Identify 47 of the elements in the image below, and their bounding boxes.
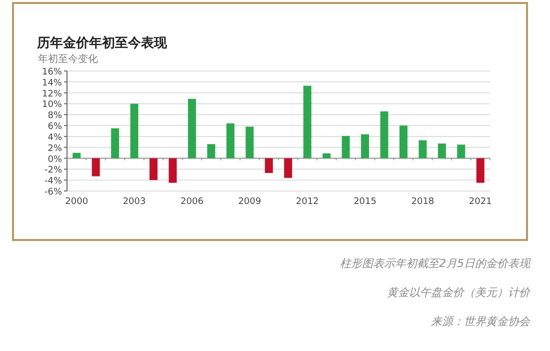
bar	[168, 158, 177, 183]
y-tick-label: 4%	[48, 132, 62, 143]
bar	[150, 158, 158, 180]
bar	[342, 136, 350, 158]
y-tick-label: -6%	[44, 188, 62, 198]
text: 柱形图表示年初截至2月5日的金价表现	[340, 257, 531, 270]
bar	[130, 104, 138, 158]
x-tick-label: 2009	[238, 197, 262, 207]
bar	[92, 158, 100, 176]
chart-title: 历年金价年初至今表现	[36, 35, 168, 51]
bar	[207, 144, 216, 158]
bar	[111, 128, 120, 158]
y-axis-title: 年初至今变化	[38, 53, 98, 65]
bar	[303, 86, 312, 158]
y-tick-label: -2%	[44, 166, 62, 176]
y-tick-label: 14%	[42, 78, 62, 88]
y-tick-label: 10%	[42, 100, 62, 110]
bar	[418, 140, 427, 158]
bar	[284, 158, 292, 178]
source-note: 来源：世界黄金协会	[431, 315, 531, 328]
bar	[188, 98, 196, 158]
x-tick-label: 2000	[65, 197, 88, 207]
y-tick-label: 0%	[48, 154, 62, 165]
x-tick-label: 2003	[122, 197, 146, 207]
x-tick-label: 2018	[411, 197, 434, 207]
y-tick-label: -4%	[44, 176, 62, 187]
bar	[361, 134, 370, 158]
y-tick-label: 8%	[48, 111, 62, 122]
y-tick-label: 2%	[48, 144, 62, 154]
y-tick-label: 16%	[42, 68, 62, 78]
bar	[476, 158, 484, 183]
bar	[226, 123, 234, 158]
bar	[246, 126, 254, 158]
x-tick-label: 2006	[180, 197, 204, 207]
bar	[380, 111, 388, 158]
x-tick-label: 2015	[354, 197, 376, 207]
bar	[399, 126, 408, 158]
bar	[322, 153, 331, 158]
text: 黄金以午盘金价（美元）计价	[387, 286, 531, 299]
y-tick-label: 6%	[48, 122, 62, 132]
x-tick-label: 2012	[296, 197, 319, 207]
bar	[264, 158, 273, 173]
bar	[438, 144, 446, 158]
bar	[457, 144, 466, 158]
x-tick-label: 2021	[468, 197, 492, 207]
bar	[72, 152, 81, 158]
y-tick-label: 12%	[42, 89, 62, 100]
